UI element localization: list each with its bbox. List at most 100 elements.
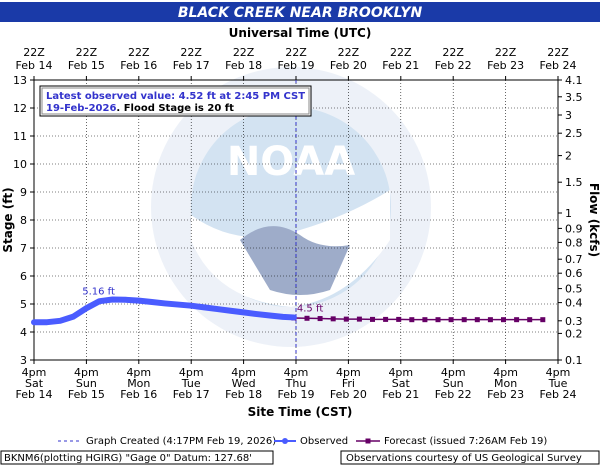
flow-tick-label: 0.6: [565, 267, 583, 280]
utc-tick-time: 22Z: [180, 46, 202, 59]
site-tick-time: 4pm: [493, 366, 518, 379]
flow-tick-label: 0.9: [565, 222, 583, 235]
utc-tick-time: 22Z: [338, 46, 360, 59]
site-tick-time: 4pm: [441, 366, 466, 379]
forecast-point: [474, 317, 480, 323]
observed-series: [31, 296, 297, 326]
utc-tick-time: 22Z: [547, 46, 569, 59]
flow-tick-label: 3.5: [565, 91, 583, 104]
footer-credit: Observations courtesy of US Geological S…: [346, 453, 582, 464]
forecast-point: [514, 317, 520, 323]
stage-axis: 3 4 5 6 7 8 9 10 11 12 13: [13, 74, 34, 367]
legend-forecast-marker: [365, 438, 371, 444]
flow-tick-label: 0.8: [565, 236, 583, 249]
stage-tick-label: 13: [13, 74, 27, 87]
site-tick-day: Sat: [25, 377, 44, 390]
legend-created-label: Graph Created (4:17PM Feb 19, 2026): [86, 436, 276, 447]
legend: Graph Created (4:17PM Feb 19, 2026) Obse…: [58, 436, 547, 447]
forecast-point: [527, 317, 533, 323]
legend-forecast-label: Forecast (issued 7:26AM Feb 19): [384, 436, 547, 447]
stage-tick-label: 12: [13, 102, 27, 115]
site-tick-date: Feb 24: [540, 388, 577, 401]
site-tick-time: 4pm: [284, 366, 309, 379]
utc-tick-date: Feb 21: [382, 59, 419, 72]
flow-tick-label: 4.1: [565, 74, 583, 87]
site-tick-day: Sun: [443, 377, 464, 390]
observed-point: [291, 315, 296, 320]
observed-point: [189, 303, 194, 308]
site-tick-date: Feb 23: [487, 388, 524, 401]
site-tick-day: Mon: [127, 377, 150, 390]
stage-tick-label: 7: [20, 242, 27, 255]
flow-tick-label: 2.5: [565, 127, 583, 140]
utc-tick-date: Feb 16: [120, 59, 157, 72]
utc-tick-time: 22Z: [442, 46, 464, 59]
forecast-point: [317, 316, 323, 322]
site-tick-date: Feb 14: [16, 388, 53, 401]
stage-axis-title: Stage (ft): [1, 187, 15, 252]
utc-tick-time: 22Z: [128, 46, 150, 59]
observed-point: [176, 302, 181, 307]
observed-point: [202, 305, 207, 310]
forecast-point: [435, 317, 441, 323]
observed-point: [97, 299, 102, 304]
stage-tick-label: 10: [13, 158, 27, 171]
site-tick-date: Feb 20: [330, 388, 367, 401]
observed-point: [136, 298, 141, 303]
footer-datum: BKNM6(plotting HGIRG) "Gage 0" Datum: 12…: [4, 453, 252, 464]
site-tick-date: Feb 19: [278, 388, 315, 401]
site-tick-time: 4pm: [126, 366, 151, 379]
forecast-point: [370, 316, 376, 322]
site-tick-date: Feb 17: [173, 388, 210, 401]
site-tick-day: Thu: [285, 377, 307, 390]
site-tick-day: Mon: [494, 377, 517, 390]
flow-tick-label: 0.5: [565, 283, 583, 296]
site-tick-date: Feb 22: [435, 388, 472, 401]
site-tick-day: Sat: [392, 377, 411, 390]
stage-tick-label: 4: [20, 326, 27, 339]
utc-tick-date: Feb 15: [68, 59, 105, 72]
flow-axis: 0.1 0.20.3 0.40.5 0.60.7 0.80.9 1 1.5 2 2.5 3 3.5 4…: [558, 74, 583, 367]
flow-tick-label: 1.5: [565, 176, 583, 189]
forecast-point: [330, 316, 336, 322]
site-tick-time: 4pm: [179, 366, 204, 379]
site-tick-day: Fri: [342, 377, 355, 390]
forecast-point: [422, 317, 428, 323]
last-label: 4.5 ft: [297, 303, 323, 314]
stage-tick-label: 11: [13, 130, 27, 143]
site-tick-day: Wed: [232, 377, 256, 390]
stage-tick-label: 3: [20, 354, 27, 367]
observed-point: [110, 297, 115, 302]
stage-tick-label: 6: [20, 270, 27, 283]
observed-point: [215, 307, 220, 312]
forecast-point: [304, 315, 310, 321]
flow-tick-label: 2: [565, 150, 572, 163]
callout-date: 19-Feb-2026: [46, 103, 116, 114]
forecast-point: [356, 316, 362, 322]
flow-tick-label: 0.3: [565, 315, 583, 328]
observed-point: [32, 320, 36, 325]
flow-tick-label: 3: [565, 109, 572, 122]
utc-tick-date: Feb 20: [330, 59, 367, 72]
utc-tick-time: 22Z: [285, 46, 307, 59]
forecast-point: [383, 316, 389, 322]
utc-axis-title: Universal Time (UTC): [229, 26, 372, 40]
site-tick-time: 4pm: [388, 366, 413, 379]
stage-tick-label: 5: [20, 298, 27, 311]
flow-tick-label: 0.7: [565, 253, 583, 266]
observed-point: [149, 300, 154, 305]
latest-value-callout: Latest observed value: 4.52 ft at 2:45 P…: [39, 85, 312, 117]
forecast-point: [448, 317, 454, 323]
forecast-point: [501, 317, 507, 323]
site-tick-day: Tue: [181, 377, 201, 390]
footer-right-box: [340, 450, 600, 465]
observed-point: [45, 320, 50, 325]
forecast-series: [291, 315, 546, 323]
callout-line-1: Latest observed value: 4.52 ft at 2:45 P…: [46, 91, 305, 102]
site-tick-time: 4pm: [231, 366, 256, 379]
site-tick-time: 4pm: [22, 366, 47, 379]
site-axis-title: Site Time (CST): [248, 405, 353, 419]
legend-observed-marker: [282, 438, 288, 444]
